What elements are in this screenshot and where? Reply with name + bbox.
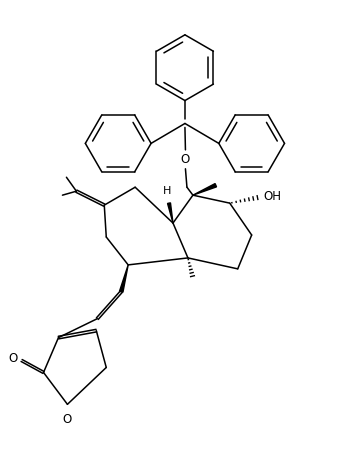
Polygon shape: [168, 203, 173, 223]
Polygon shape: [193, 183, 216, 195]
Polygon shape: [119, 265, 128, 292]
Text: O: O: [8, 352, 18, 365]
Text: O: O: [63, 413, 72, 426]
Text: H: H: [163, 186, 171, 196]
Text: OH: OH: [264, 190, 281, 203]
Text: O: O: [181, 153, 190, 166]
